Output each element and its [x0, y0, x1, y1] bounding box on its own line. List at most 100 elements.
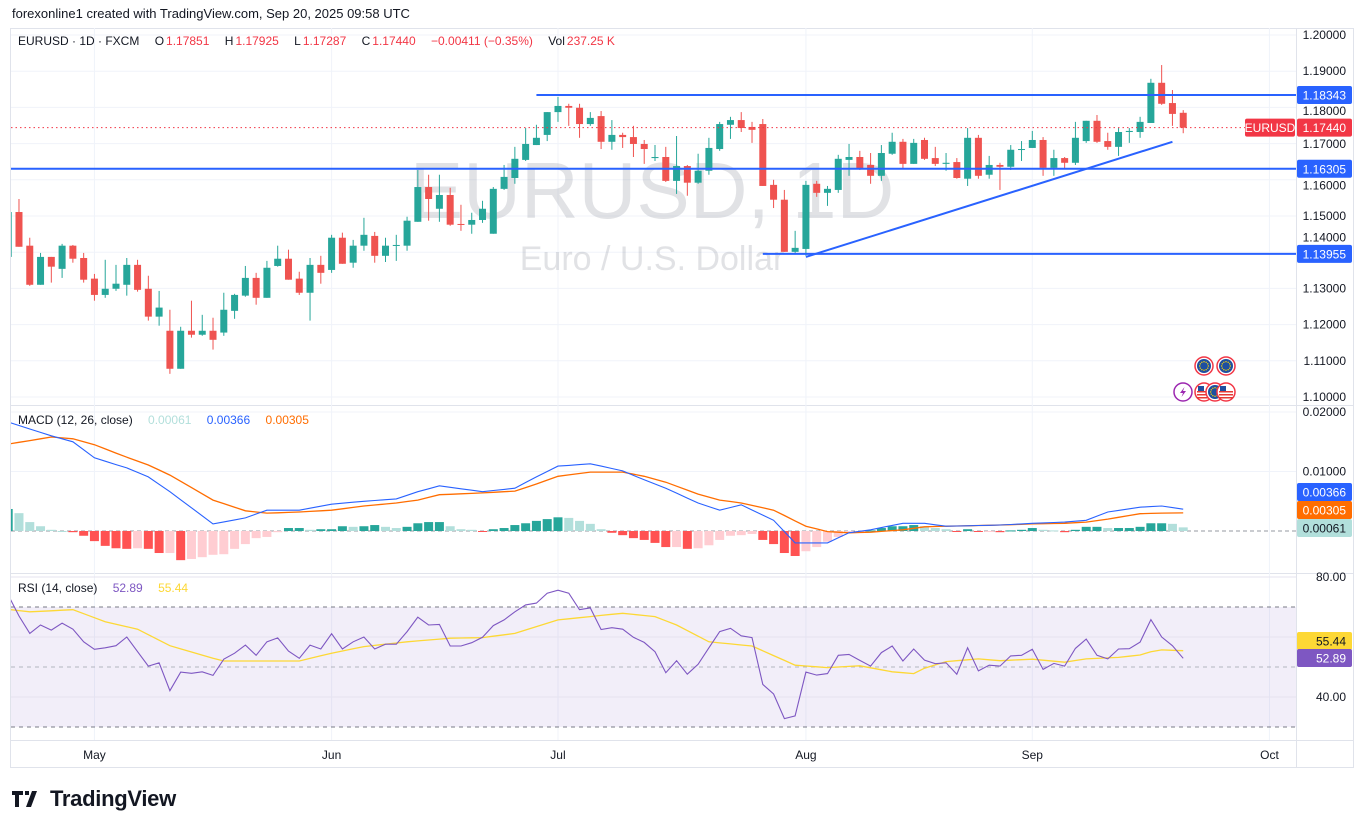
candle-up[interactable] [877, 145, 885, 181]
candle-down[interactable] [1061, 156, 1069, 169]
candle-down[interactable] [565, 103, 573, 126]
candle-down[interactable] [1039, 137, 1047, 176]
candle-up[interactable] [360, 217, 368, 251]
candle-up[interactable] [220, 292, 228, 336]
candle-up[interactable] [726, 116, 734, 139]
candle-down[interactable] [80, 252, 88, 283]
candle-up[interactable] [1028, 130, 1036, 148]
candle-up[interactable] [403, 216, 411, 251]
candle-up[interactable] [1136, 116, 1144, 138]
candle-down[interactable] [69, 244, 77, 263]
candle-up[interactable] [392, 234, 400, 261]
symbol-info[interactable]: EURUSD · 1D · FXCM [18, 34, 140, 48]
candle-up[interactable] [608, 120, 616, 150]
candle-up[interactable] [274, 245, 282, 267]
candle-up[interactable] [328, 234, 336, 273]
candle-up[interactable] [554, 96, 562, 122]
candle-up[interactable] [985, 155, 993, 179]
candle-down[interactable] [597, 111, 605, 150]
candle-up[interactable] [382, 237, 389, 262]
candle-up[interactable] [1125, 128, 1133, 143]
candle-down[interactable] [899, 138, 907, 169]
candle-up[interactable] [651, 145, 659, 161]
candle-up[interactable] [414, 170, 422, 222]
candle-down[interactable] [996, 162, 1004, 190]
candle-down[interactable] [295, 271, 303, 295]
candle-down[interactable] [252, 272, 260, 305]
candle-up[interactable] [823, 185, 831, 206]
candle-up[interactable] [198, 314, 206, 336]
candle-down[interactable] [457, 204, 465, 231]
candle-up[interactable] [479, 200, 487, 223]
candle-up[interactable] [231, 293, 239, 319]
rsi-title[interactable]: RSI (14, close) [18, 581, 98, 595]
candle-down[interactable] [974, 134, 982, 179]
candle-down[interactable] [1179, 110, 1187, 134]
candle-up[interactable] [791, 230, 799, 253]
candle-down[interactable] [619, 132, 627, 148]
candle-up[interactable] [964, 128, 972, 186]
candle-up[interactable] [468, 212, 476, 234]
candle-up[interactable] [532, 124, 540, 146]
candle-up[interactable] [910, 138, 918, 164]
eu-flag-icon[interactable] [1216, 356, 1236, 376]
candle-down[interactable] [317, 255, 325, 284]
candle-up[interactable] [306, 257, 314, 321]
candle-down[interactable] [144, 275, 152, 321]
candle-up[interactable] [1050, 149, 1058, 176]
candle-down[interactable] [15, 198, 23, 247]
candle-up[interactable] [1007, 145, 1015, 171]
candle-down[interactable] [748, 121, 756, 143]
candle-down[interactable] [759, 118, 767, 186]
us-flag-icon[interactable] [1216, 382, 1236, 402]
candle-up[interactable] [802, 180, 810, 256]
candle-down[interactable] [770, 179, 778, 209]
candle-down[interactable] [187, 300, 195, 338]
candle-down[interactable] [640, 139, 648, 164]
candle-down[interactable] [931, 146, 939, 167]
candle-up[interactable] [673, 135, 681, 194]
candle-up[interactable] [1147, 78, 1155, 123]
candle-up[interactable] [845, 143, 853, 176]
candle-up[interactable] [1071, 121, 1079, 165]
candle-down[interactable] [26, 237, 34, 286]
candle-down[interactable] [856, 150, 864, 171]
candle-down[interactable] [1168, 90, 1176, 126]
candle-up[interactable] [489, 187, 497, 234]
candle-up[interactable] [1115, 128, 1123, 156]
candle-up[interactable] [1018, 141, 1026, 161]
candle-down[interactable] [338, 232, 346, 264]
candle-down[interactable] [1093, 115, 1101, 143]
candle-down[interactable] [921, 137, 928, 160]
candle-down[interactable] [780, 189, 788, 252]
candle-up[interactable] [58, 243, 66, 278]
candle-down[interactable] [1104, 132, 1112, 150]
tradingview-logo[interactable]: TradingView [12, 786, 176, 812]
eu-flag-icon[interactable] [1194, 356, 1214, 376]
candle-down[interactable] [576, 103, 584, 138]
candle-up[interactable] [241, 265, 249, 297]
candle-down[interactable] [47, 256, 55, 283]
candle-down[interactable] [446, 187, 454, 226]
candle-down[interactable] [1158, 65, 1166, 105]
candle-up[interactable] [522, 128, 530, 161]
candle-down[interactable] [90, 273, 98, 301]
candle-up[interactable] [177, 326, 185, 369]
trend-line-drawing[interactable] [805, 140, 1173, 258]
candle-up[interactable] [435, 174, 443, 222]
candle-down[interactable] [134, 259, 142, 292]
candle-up[interactable] [5, 212, 12, 257]
candle-down[interactable] [166, 309, 174, 374]
candle-up[interactable] [37, 252, 45, 285]
candle-up[interactable] [123, 257, 131, 296]
candle-down[interactable] [737, 112, 745, 133]
candle-down[interactable] [629, 125, 637, 157]
candle-up[interactable] [888, 132, 896, 155]
candle-up[interactable] [263, 260, 271, 298]
candle-up[interactable] [1082, 120, 1090, 143]
candle-down[interactable] [813, 180, 821, 197]
candle-down[interactable] [425, 174, 433, 221]
candle-down[interactable] [371, 231, 379, 263]
candle-down[interactable] [209, 317, 217, 350]
